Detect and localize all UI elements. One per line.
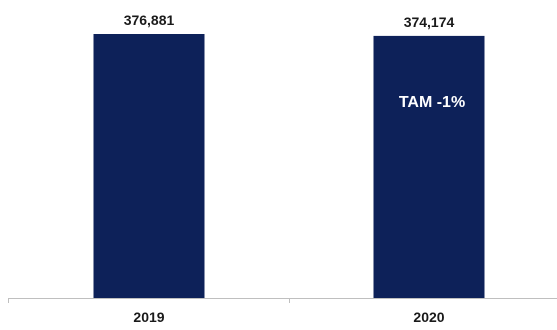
bar-2019 xyxy=(93,34,205,298)
data-label-2020: 374,174 xyxy=(404,14,455,30)
x-tick-label-2019: 2019 xyxy=(133,309,164,325)
data-label-2019: 376,881 xyxy=(124,12,175,28)
bar-2020 xyxy=(373,35,485,299)
tam-annotation: TAM -1% xyxy=(399,94,465,111)
x-tick-label-2020: 2020 xyxy=(413,309,444,325)
